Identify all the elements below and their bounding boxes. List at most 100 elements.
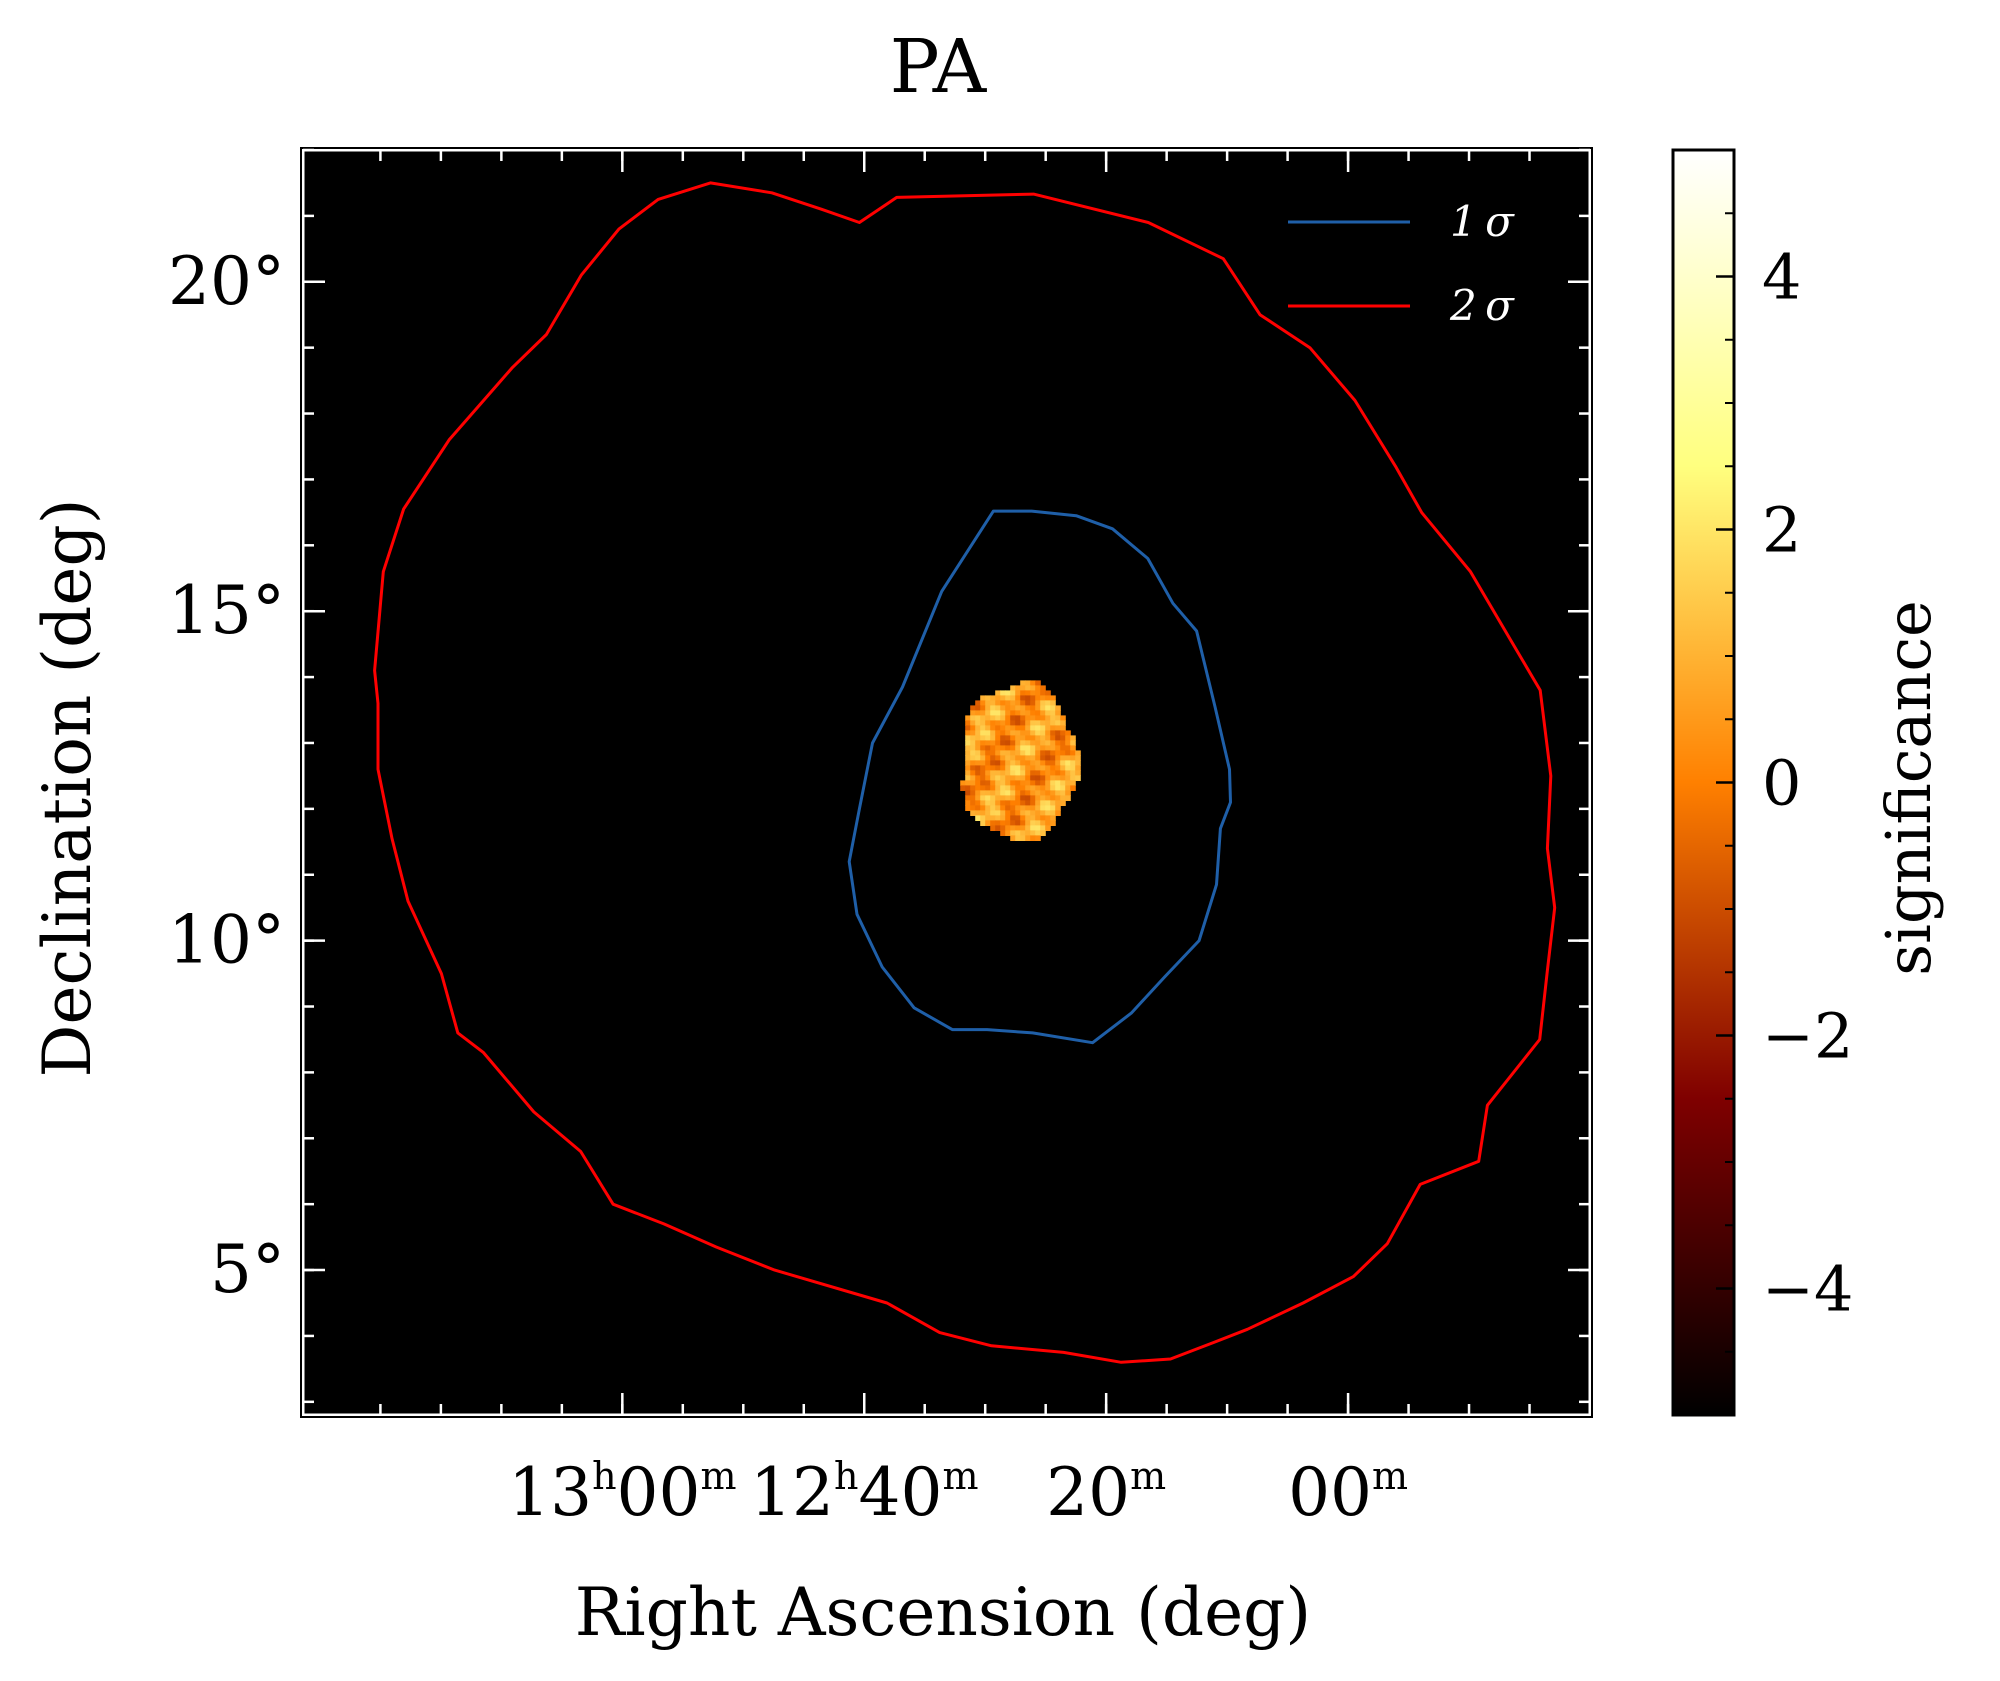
significance-pixel	[1040, 735, 1046, 741]
significance-pixel	[1025, 830, 1031, 836]
significance-pixel	[1045, 810, 1051, 816]
significance-pixel	[980, 705, 986, 711]
significance-pixel	[980, 720, 986, 726]
significance-pixel	[1000, 790, 1006, 796]
significance-pixel	[1035, 810, 1041, 816]
significance-pixel	[975, 740, 981, 746]
significance-pixel	[1015, 725, 1021, 731]
significance-pixel	[995, 820, 1001, 826]
significance-pixel	[1005, 765, 1011, 771]
significance-pixel	[1005, 695, 1011, 701]
significance-pixel	[1025, 725, 1031, 731]
significance-pixel	[1030, 680, 1036, 686]
significance-pixel	[1040, 800, 1046, 806]
significance-pixel	[1055, 805, 1061, 811]
significance-pixel	[1020, 800, 1026, 806]
significance-pixel	[1045, 780, 1051, 786]
significance-pixel	[1030, 825, 1036, 831]
significance-pixel	[965, 795, 971, 801]
significance-pixel	[1010, 810, 1016, 816]
significance-pixel	[1050, 755, 1056, 761]
significance-pixel	[1045, 695, 1051, 701]
significance-pixel	[975, 710, 981, 716]
significance-pixel	[1025, 790, 1031, 796]
significance-pixel	[1000, 765, 1006, 771]
significance-pixel	[1030, 685, 1036, 691]
significance-pixel	[1020, 810, 1026, 816]
significance-pixel	[1000, 830, 1006, 836]
significance-pixel	[1005, 760, 1011, 766]
significance-pixel	[995, 715, 1001, 721]
significance-pixel	[1040, 705, 1046, 711]
significance-pixel	[1010, 805, 1016, 811]
significance-pixel	[1025, 775, 1031, 781]
significance-pixel	[1045, 700, 1051, 706]
significance-pixel	[1035, 700, 1041, 706]
significance-pixel	[1065, 735, 1071, 741]
significance-pixel	[985, 715, 991, 721]
significance-pixel	[1045, 710, 1051, 716]
significance-pixel	[1005, 700, 1011, 706]
significance-pixel	[1055, 725, 1061, 731]
significance-pixel	[1060, 730, 1066, 736]
significance-pixel	[1040, 775, 1046, 781]
significance-pixel	[1055, 780, 1061, 786]
significance-pixel	[985, 800, 991, 806]
significance-pixel	[1065, 730, 1071, 736]
significance-pixel	[995, 765, 1001, 771]
significance-pixel	[1005, 780, 1011, 786]
significance-pixel	[1030, 700, 1036, 706]
significance-pixel	[1060, 775, 1066, 781]
significance-pixel	[995, 790, 1001, 796]
significance-pixel	[1030, 835, 1036, 841]
significance-pixel	[1030, 740, 1036, 746]
colorbar-tick-label: −4	[1762, 1253, 1853, 1326]
significance-pixel	[1010, 705, 1016, 711]
significance-pixel	[1025, 755, 1031, 761]
significance-pixel	[975, 745, 981, 751]
significance-pixel	[1000, 815, 1006, 821]
significance-pixel	[1040, 695, 1046, 701]
significance-pixel	[980, 715, 986, 721]
significance-pixel	[1050, 815, 1056, 821]
significance-pixel	[975, 810, 981, 816]
significance-pixel	[1010, 700, 1016, 706]
significance-pixel	[1020, 700, 1026, 706]
significance-pixel	[1035, 820, 1041, 826]
significance-pixel	[1015, 730, 1021, 736]
significance-pixel	[1065, 755, 1071, 761]
significance-pixel	[975, 775, 981, 781]
significance-pixel	[1035, 735, 1041, 741]
significance-pixel	[1010, 725, 1016, 731]
significance-pixel	[1060, 750, 1066, 756]
significance-pixel	[1000, 750, 1006, 756]
significance-pixel	[1050, 795, 1056, 801]
significance-pixel	[980, 785, 986, 791]
significance-pixel	[1025, 760, 1031, 766]
significance-pixel	[965, 745, 971, 751]
significance-pixel	[1070, 770, 1076, 776]
significance-pixel	[990, 770, 996, 776]
significance-pixel	[1020, 830, 1026, 836]
significance-pixel	[1005, 775, 1011, 781]
significance-pixel	[1015, 695, 1021, 701]
significance-pixel	[1015, 835, 1021, 841]
significance-pixel	[1030, 800, 1036, 806]
significance-pixel	[1040, 760, 1046, 766]
significance-pixel	[965, 755, 971, 761]
significance-pixel	[1045, 775, 1051, 781]
significance-pixel	[990, 745, 996, 751]
significance-pixel	[1070, 735, 1076, 741]
significance-pixel	[1040, 710, 1046, 716]
significance-pixel	[970, 790, 976, 796]
significance-pixel	[985, 745, 991, 751]
significance-pixel	[1065, 780, 1071, 786]
significance-pixel	[1020, 695, 1026, 701]
significance-pixel	[1000, 775, 1006, 781]
significance-pixel	[995, 785, 1001, 791]
significance-pixel	[1045, 800, 1051, 806]
significance-pixel	[1015, 735, 1021, 741]
significance-pixel	[980, 695, 986, 701]
significance-pixel	[1005, 805, 1011, 811]
significance-pixel	[985, 770, 991, 776]
